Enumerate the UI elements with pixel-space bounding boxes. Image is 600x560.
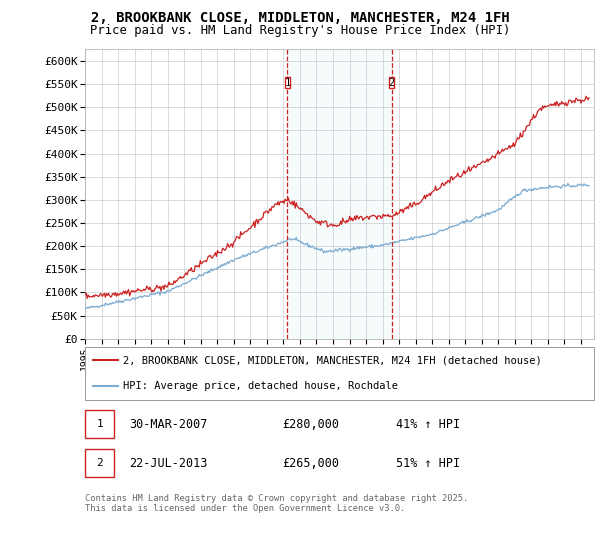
Text: 30-MAR-2007: 30-MAR-2007	[129, 418, 208, 431]
Text: 2: 2	[96, 458, 103, 468]
FancyBboxPatch shape	[285, 77, 290, 88]
Text: 1: 1	[96, 419, 103, 430]
Text: 2, BROOKBANK CLOSE, MIDDLETON, MANCHESTER, M24 1FH: 2, BROOKBANK CLOSE, MIDDLETON, MANCHESTE…	[91, 11, 509, 25]
Text: Contains HM Land Registry data © Crown copyright and database right 2025.
This d: Contains HM Land Registry data © Crown c…	[85, 494, 469, 514]
Text: 2, BROOKBANK CLOSE, MIDDLETON, MANCHESTER, M24 1FH (detached house): 2, BROOKBANK CLOSE, MIDDLETON, MANCHESTE…	[124, 356, 542, 366]
Text: 2: 2	[389, 78, 395, 87]
Text: 41% ↑ HPI: 41% ↑ HPI	[396, 418, 460, 431]
Text: 51% ↑ HPI: 51% ↑ HPI	[396, 456, 460, 470]
Text: £280,000: £280,000	[282, 418, 339, 431]
Text: £265,000: £265,000	[282, 456, 339, 470]
Text: HPI: Average price, detached house, Rochdale: HPI: Average price, detached house, Roch…	[124, 380, 398, 390]
Text: 22-JUL-2013: 22-JUL-2013	[129, 456, 208, 470]
Text: 1: 1	[284, 78, 290, 87]
Text: Price paid vs. HM Land Registry's House Price Index (HPI): Price paid vs. HM Land Registry's House …	[90, 24, 510, 36]
FancyBboxPatch shape	[389, 77, 394, 88]
Bar	[287, 49, 392, 339]
